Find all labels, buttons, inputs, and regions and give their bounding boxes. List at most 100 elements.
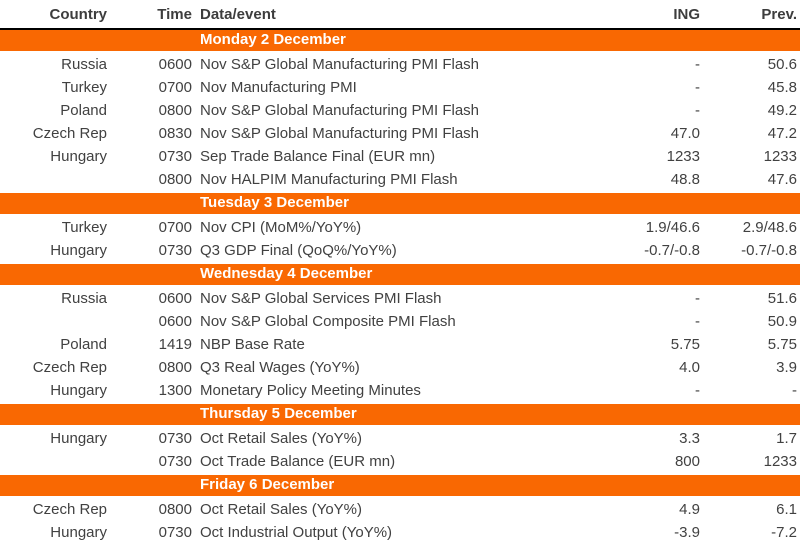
table-row: Poland 1419 NBP Base Rate 5.75 5.75 (0, 333, 800, 356)
time-cell: 0800 (158, 102, 192, 119)
country-cell (0, 168, 112, 192)
prev-cell: -0.7/-0.8 (741, 242, 797, 259)
day-header-label: Monday 2 December (0, 28, 800, 53)
country-cell: Poland (60, 336, 107, 353)
event-cell: Nov S&P Global Manufacturing PMI Flash (200, 102, 480, 119)
event-cell: Nov CPI (MoM%/YoY%) (200, 219, 362, 236)
time-cell: 0830 (158, 125, 192, 142)
country-cell: Czech Rep (32, 359, 107, 376)
ing-cell: 1.9/46.6 (645, 219, 700, 236)
time-cell: 0800 (158, 171, 192, 188)
time-cell: 0730 (158, 453, 192, 470)
column-header-ing: ING (595, 0, 700, 30)
day-header-label: Tuesday 3 December (0, 191, 800, 216)
table-row: Hungary 1300 Monetary Policy Meeting Minut… (0, 379, 800, 403)
ing-cell: 1233 (666, 148, 700, 165)
event-cell: Monetary Policy Meeting Minutes (200, 382, 421, 399)
time-cell: 0730 (158, 430, 192, 447)
table-row: Hungary 0730 Oct Retail Sales (YoY%) 3.3 1.7 (0, 426, 800, 450)
ing-cell: - (695, 79, 700, 96)
ing-cell: 4.9 (679, 501, 700, 518)
event-cell: Q3 Real Wages (YoY%) (200, 359, 360, 376)
prev-cell: 47.2 (767, 125, 797, 142)
prev-cell: 1233 (763, 453, 797, 470)
table-header-row: Country Time Data/event ING Prev. (0, 0, 800, 30)
day-header-label: Wednesday 4 December (0, 262, 800, 287)
ing-cell: 47.0 (670, 125, 700, 142)
country-cell: Hungary (50, 382, 107, 399)
event-cell: Oct Trade Balance (EUR mn) (200, 453, 396, 470)
ing-cell: 3.3 (679, 430, 700, 447)
country-cell: Hungary (50, 524, 107, 541)
country-cell: Turkey (61, 79, 107, 96)
day-header-label: Friday 6 December (0, 473, 800, 498)
event-cell: Oct Retail Sales (YoY%) (200, 501, 363, 518)
event-cell: Oct Industrial Output (YoY%) (200, 524, 393, 541)
event-cell: Sep Trade Balance Final (EUR mn) (200, 148, 436, 165)
table-row: Czech Rep 0830 Nov S&P Global Manufacturin… (0, 122, 800, 145)
ing-cell: 4.0 (679, 359, 700, 376)
ing-cell: - (695, 290, 700, 307)
day-header-row: Thursday 5 December (0, 402, 800, 427)
event-cell: Nov S&P Global Services PMI Flash (200, 290, 442, 307)
table-row: Hungary 0730 Oct Industrial Output (YoY%) -… (0, 521, 800, 544)
event-cell: Q3 GDP Final (QoQ%/YoY%) (200, 242, 397, 259)
table-row: 0600 Nov S&P Global Composite PMI Flash - 5… (0, 310, 800, 333)
country-cell: Russia (61, 56, 107, 73)
country-cell: Poland (60, 102, 107, 119)
prev-cell: 6.1 (776, 501, 797, 518)
event-cell: Nov HALPIM Manufacturing PMI Flash (200, 171, 458, 188)
time-cell: 0700 (158, 219, 192, 236)
prev-cell: -7.2 (771, 524, 797, 541)
event-cell: Oct Retail Sales (YoY%) (200, 430, 363, 447)
day-header-row: Wednesday 4 December (0, 262, 800, 287)
day-header-row: Tuesday 3 December (0, 191, 800, 216)
time-cell: 0600 (158, 313, 192, 330)
country-cell (0, 450, 112, 474)
day-header-label: Thursday 5 December (0, 402, 800, 427)
country-cell: Hungary (50, 242, 107, 259)
table-header: Country Time Data/event ING Prev. (0, 0, 800, 30)
ing-cell: 5.75 (670, 336, 700, 353)
column-header-prev: Prev. (700, 0, 800, 30)
prev-cell: 1.7 (776, 430, 797, 447)
ing-cell: - (695, 382, 700, 399)
prev-cell: - (792, 382, 797, 399)
table-row: Czech Rep 0800 Q3 Real Wages (YoY%) 4.0 3.9 (0, 356, 800, 379)
table-row: Russia 0600 Nov S&P Global Manufacturing P… (0, 52, 800, 76)
prev-cell: 1233 (763, 148, 797, 165)
ing-cell: 800 (674, 453, 700, 470)
prev-cell: 50.6 (767, 56, 797, 73)
time-cell: 0600 (158, 56, 192, 73)
event-cell: Nov S&P Global Composite PMI Flash (200, 313, 456, 330)
prev-cell: 51.6 (767, 290, 797, 307)
ing-cell: - (695, 313, 700, 330)
time-cell: 0730 (158, 242, 192, 259)
prev-cell: 5.75 (767, 336, 797, 353)
time-cell: 0800 (158, 359, 192, 376)
event-cell: Nov Manufacturing PMI (200, 79, 357, 96)
event-cell: NBP Base Rate (200, 336, 305, 353)
event-cell: Nov S&P Global Manufacturing PMI Flash (200, 56, 480, 73)
time-cell: 0700 (158, 79, 192, 96)
prev-cell: 45.8 (767, 79, 797, 96)
time-cell: 0800 (158, 501, 192, 518)
column-header-time: Time (112, 0, 192, 30)
day-header-row: Friday 6 December (0, 473, 800, 498)
column-header-data-event: Data/event (192, 0, 595, 30)
ing-cell: - (695, 56, 700, 73)
table-row: 0800 Nov HALPIM Manufacturing PMI Flash 48… (0, 168, 800, 192)
calendar-table-body: Monday 2 December Russia 0600 Nov S&P Globa… (0, 28, 800, 544)
prev-cell: 49.2 (767, 102, 797, 119)
ing-cell: - (695, 102, 700, 119)
time-cell: 1419 (158, 336, 192, 353)
prev-cell: 3.9 (776, 359, 797, 376)
country-cell: Turkey (61, 219, 107, 236)
table-row: Turkey 0700 Nov CPI (MoM%/YoY%) 1.9/46.6 2.9… (0, 215, 800, 239)
ing-cell: -0.7/-0.8 (644, 242, 700, 259)
table-row: Czech Rep 0800 Oct Retail Sales (YoY%) 4.9 6… (0, 497, 800, 521)
table-row: Russia 0600 Nov S&P Global Services PMI Fl… (0, 286, 800, 310)
country-cell: Hungary (50, 430, 107, 447)
ing-cell: -3.9 (674, 524, 700, 541)
